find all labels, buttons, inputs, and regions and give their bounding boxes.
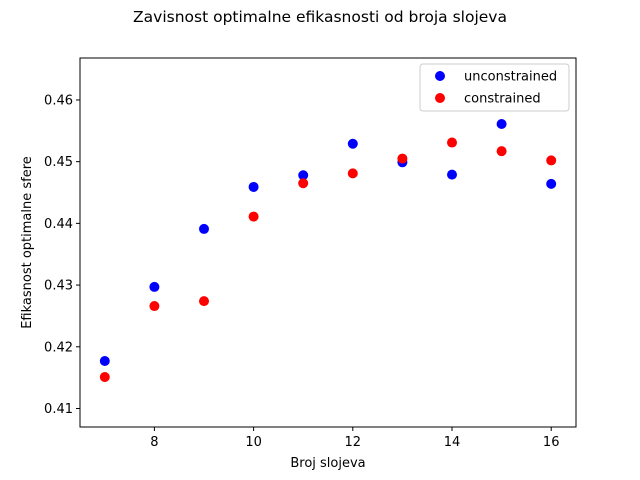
- data-point-unconstrained: [546, 178, 557, 189]
- data-point-constrained: [347, 168, 358, 179]
- data-point-unconstrained: [298, 170, 309, 181]
- data-point-constrained: [397, 153, 408, 164]
- data-point-constrained: [546, 155, 557, 166]
- axis-ticks: 8 10 12 14 16 0.41 0.42 0.43 0.44 0.45 0.46: [44, 93, 559, 450]
- plot-frame: [79, 57, 577, 428]
- data-point-unconstrained: [149, 281, 160, 292]
- x-tick-label: 10: [245, 435, 262, 450]
- plot-area: [80, 58, 576, 427]
- data-point-constrained: [248, 211, 259, 222]
- legend-marker-unconstrained: [435, 71, 445, 81]
- data-point-constrained: [298, 178, 309, 189]
- y-tick-label: 0.41: [44, 402, 73, 417]
- y-axis-label: Efikasnost optimalne sfere: [20, 156, 35, 329]
- data-point-constrained: [447, 137, 457, 148]
- legend-marker-constrained: [435, 93, 445, 103]
- x-tick-label: 8: [150, 435, 158, 450]
- x-axis-label: Broj slojeva: [290, 456, 365, 471]
- data-point-unconstrained: [99, 355, 110, 366]
- x-tick-label: 12: [345, 435, 362, 450]
- data-point-unconstrained: [496, 119, 507, 130]
- y-tick-label: 0.44: [44, 217, 73, 232]
- x-tick-label: 16: [543, 435, 560, 450]
- data-point-constrained: [496, 146, 507, 157]
- data-points: [99, 119, 557, 383]
- data-point-constrained: [149, 301, 160, 312]
- data-point-unconstrained: [447, 169, 457, 180]
- chart-title: Zavisnost optimalne efikasnosti od broja…: [133, 8, 507, 26]
- data-point-unconstrained: [248, 181, 259, 192]
- data-point-constrained: [199, 296, 209, 307]
- legend-label-constrained: constrained: [464, 92, 541, 107]
- legend: unconstrained constrained: [419, 63, 570, 112]
- y-tick-label: 0.45: [44, 155, 73, 170]
- y-tick-label: 0.43: [44, 279, 73, 294]
- data-point-constrained: [99, 372, 110, 383]
- y-tick-label: 0.42: [44, 340, 73, 355]
- legend-label-unconstrained: unconstrained: [464, 70, 557, 85]
- x-tick-label: 14: [444, 435, 461, 450]
- legend-frame: [419, 63, 570, 112]
- data-point-unconstrained: [347, 138, 358, 149]
- data-point-unconstrained: [199, 223, 209, 234]
- y-tick-label: 0.46: [44, 93, 73, 108]
